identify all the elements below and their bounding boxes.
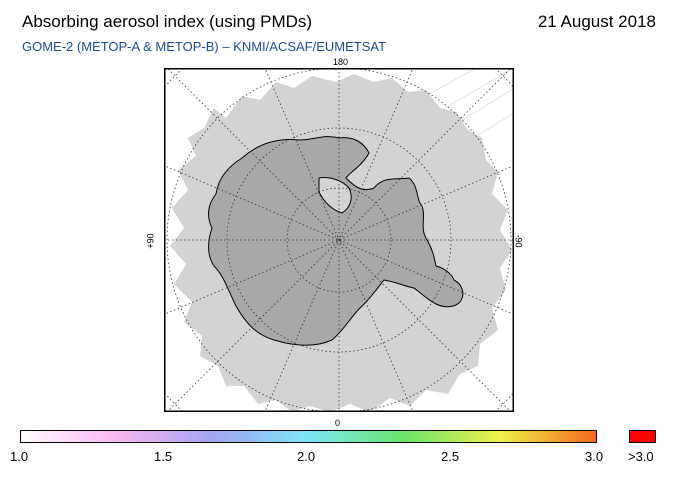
weddell-bay — [318, 177, 352, 214]
colorbar-tick: 3.0 — [585, 449, 604, 464]
polar-map-svg — [164, 68, 514, 412]
meridian-label-top: 180 — [333, 57, 349, 67]
colorbar-overflow-swatch — [629, 430, 656, 443]
meridian-label-bottom: 0 — [335, 418, 341, 428]
map-frame — [164, 68, 514, 412]
colorbar-overflow-label: >3.0 — [628, 449, 654, 464]
graticule — [164, 68, 514, 412]
subtitle: GOME-2 (METOP-A & METOP-B) – KNMI/ACSAF/… — [22, 39, 387, 54]
colorbar — [20, 430, 597, 443]
date-label: 21 August 2018 — [537, 12, 656, 31]
meridian-label-left: +90 — [145, 233, 156, 249]
colorbar-tick: 2.0 — [297, 449, 316, 464]
meridian-label-right: -90 — [513, 234, 524, 248]
polar-map — [164, 68, 514, 412]
colorbar-tick: 2.5 — [441, 449, 460, 464]
antarctica — [208, 136, 464, 346]
colorbar-tick: 1.0 — [10, 449, 29, 464]
colorbar-tick: 1.5 — [154, 449, 173, 464]
page-title: Absorbing aerosol index (using PMDs) — [22, 12, 313, 31]
